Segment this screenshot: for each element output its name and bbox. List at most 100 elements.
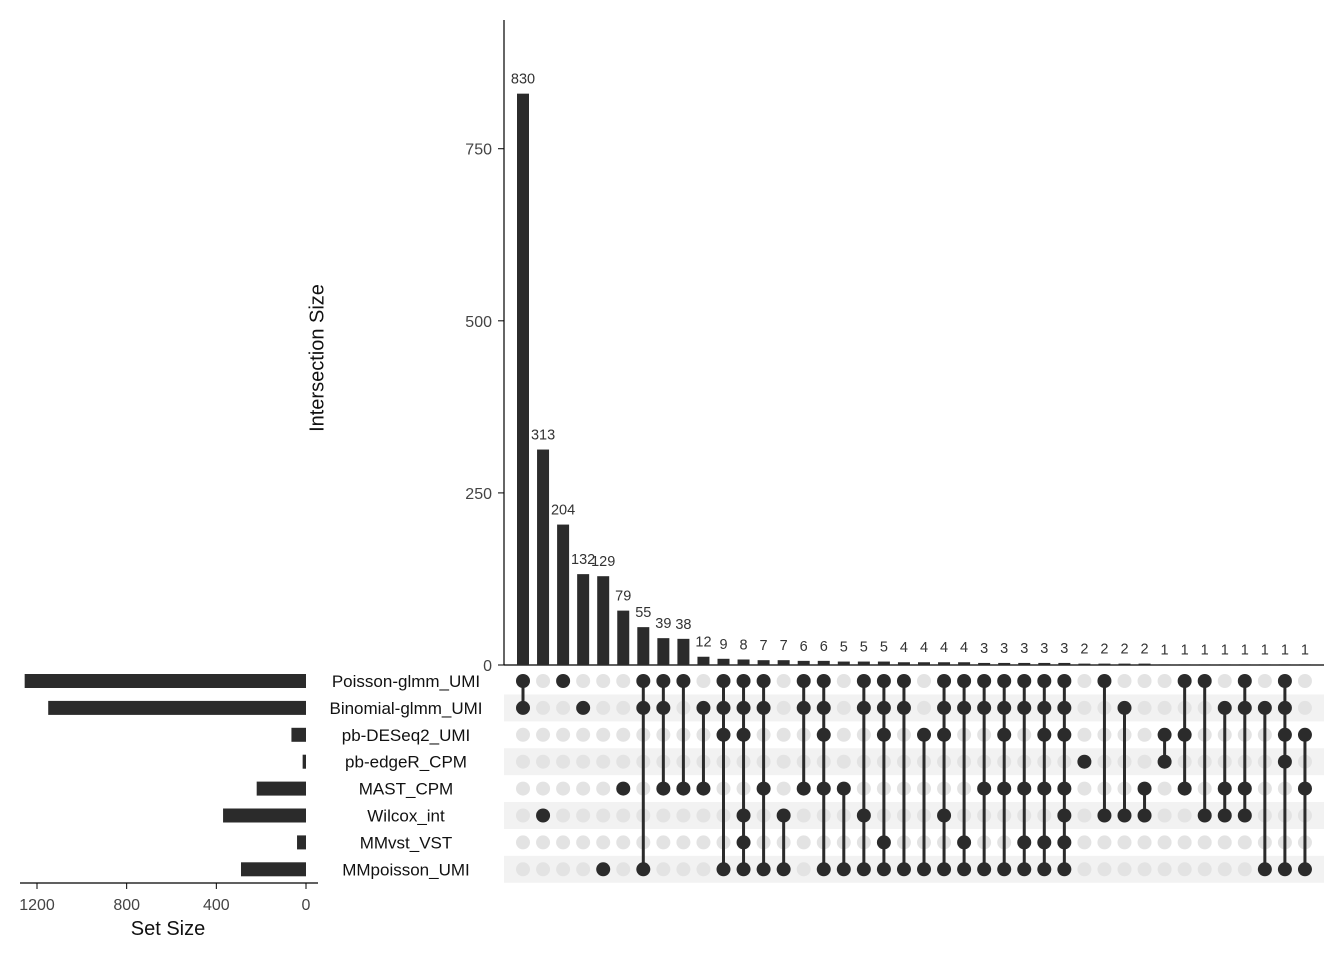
- matrix-dot-inactive: [696, 862, 711, 877]
- matrix-dot-active: [1137, 781, 1152, 796]
- set-size-bar: [297, 835, 306, 850]
- matrix-dot-active: [716, 674, 731, 688]
- matrix-dot-active: [1257, 862, 1272, 877]
- matrix-dot-inactive: [556, 781, 571, 796]
- matrix-dot-active: [1217, 808, 1232, 823]
- matrix-dot-active: [776, 862, 791, 877]
- intersection-bar: [537, 449, 550, 665]
- matrix-dot-active: [1037, 727, 1052, 742]
- matrix-dot-active: [957, 862, 972, 877]
- matrix-dot-active: [1037, 700, 1052, 715]
- matrix-dot-active: [1177, 674, 1192, 688]
- intersection-size-label: 1: [1181, 642, 1189, 658]
- matrix-dot-active: [1017, 835, 1032, 850]
- matrix-dot-active: [716, 862, 731, 877]
- intersection-size-label: 5: [860, 640, 868, 656]
- intersection-bar: [938, 662, 951, 665]
- matrix-dot-active: [1277, 754, 1292, 769]
- matrix-dot-active: [997, 862, 1012, 877]
- matrix-dot-inactive: [1157, 700, 1172, 715]
- matrix-dot-active: [1297, 781, 1312, 796]
- intersection-size-label: 5: [840, 640, 848, 656]
- matrix-dot-inactive: [1297, 674, 1312, 688]
- matrix-dot-inactive: [656, 862, 671, 877]
- matrix-dot-inactive: [536, 727, 551, 742]
- intersection-bar: [1038, 662, 1051, 665]
- matrix-dot-inactive: [1137, 700, 1152, 715]
- matrix-dot-active: [836, 862, 851, 877]
- intersection-bar: [617, 610, 630, 665]
- matrix-dot-active: [756, 862, 771, 877]
- set-name-label: MMpoisson_UMI: [342, 860, 470, 879]
- matrix-dot-inactive: [576, 781, 591, 796]
- intersection-bar: [717, 658, 730, 665]
- matrix-dot-active: [1237, 700, 1252, 715]
- intersection-size-label: 2: [1141, 642, 1149, 658]
- matrix-dot-inactive: [796, 808, 811, 823]
- intersection-size-label: 9: [719, 637, 727, 653]
- set-size-bar: [256, 781, 306, 796]
- matrix-dot-inactive: [656, 808, 671, 823]
- matrix-dot-active: [796, 700, 811, 715]
- intersection-bar: [637, 627, 650, 665]
- intersection-bar: [1218, 664, 1231, 665]
- matrix-dot-active: [1037, 835, 1052, 850]
- intersection-bar: [958, 662, 971, 665]
- intersection-bar: [1198, 664, 1211, 665]
- matrix-dot-active: [937, 700, 952, 715]
- matrix-dot-active: [676, 781, 691, 796]
- intersection-bar: [757, 660, 770, 665]
- matrix-dot-inactive: [516, 781, 530, 796]
- matrix-dot-active: [1057, 862, 1072, 877]
- matrix-dot-active: [1117, 700, 1132, 715]
- set-size-bar: [302, 754, 306, 769]
- intersection-size-label: 1: [1261, 642, 1269, 658]
- intersection-size-label: 4: [920, 640, 928, 656]
- matrix-dot-inactive: [516, 727, 530, 742]
- matrix-dot-inactive: [676, 835, 691, 850]
- matrix-dot-active: [876, 835, 891, 850]
- matrix-dot-inactive: [1077, 674, 1092, 688]
- intersection-size-label: 3: [980, 641, 988, 657]
- matrix-dot-inactive: [556, 808, 571, 823]
- matrix-dot-active: [816, 700, 831, 715]
- intersection-size-label: 39: [655, 616, 671, 632]
- matrix-dot-inactive: [1217, 835, 1232, 850]
- intersection-bar: [697, 656, 710, 665]
- matrix-dot-active: [1277, 727, 1292, 742]
- matrix-dot-inactive: [776, 727, 791, 742]
- matrix-dot-inactive: [917, 674, 931, 688]
- matrix-dot-inactive: [556, 700, 571, 715]
- matrix-dot-active: [656, 700, 671, 715]
- intersection-size-label: 3: [1060, 641, 1068, 657]
- matrix-dot-inactive: [1077, 781, 1092, 796]
- matrix-dot-active: [816, 862, 831, 877]
- matrix-dot-inactive: [796, 862, 811, 877]
- intersection-bar: [797, 660, 810, 665]
- matrix-dot-active: [736, 808, 751, 823]
- matrix-dot-active: [556, 674, 571, 688]
- matrix-dot-active: [1157, 727, 1172, 742]
- matrix-dot-active: [816, 727, 831, 742]
- matrix-dot-inactive: [1077, 700, 1092, 715]
- set-size-tick-label: 800: [113, 897, 140, 914]
- matrix-dot-active: [937, 674, 952, 688]
- matrix-dot-inactive: [616, 700, 631, 715]
- matrix-dot-active: [1297, 727, 1312, 742]
- intersection-size-label: 79: [615, 589, 631, 605]
- matrix-dot-active: [1017, 700, 1032, 715]
- matrix-dot-active: [1277, 862, 1292, 877]
- matrix-dot-inactive: [696, 808, 711, 823]
- intersection-size-label: 7: [760, 638, 768, 654]
- intersection-bar: [837, 661, 850, 665]
- matrix-dot-inactive: [596, 754, 611, 769]
- set-name-label: Binomial-glmm_UMI: [329, 699, 482, 718]
- matrix-dot-active: [876, 674, 891, 688]
- matrix-dot-active: [977, 700, 992, 715]
- intersection-size-label: 129: [591, 554, 615, 570]
- y-tick-label: 0: [483, 658, 492, 675]
- matrix-dot-inactive: [917, 700, 931, 715]
- matrix-dot-inactive: [616, 754, 631, 769]
- matrix-dot-inactive: [596, 674, 611, 688]
